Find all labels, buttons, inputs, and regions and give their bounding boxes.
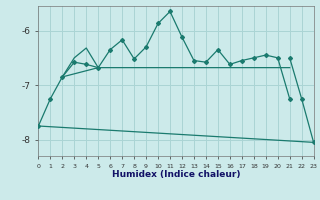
X-axis label: Humidex (Indice chaleur): Humidex (Indice chaleur)	[112, 170, 240, 179]
